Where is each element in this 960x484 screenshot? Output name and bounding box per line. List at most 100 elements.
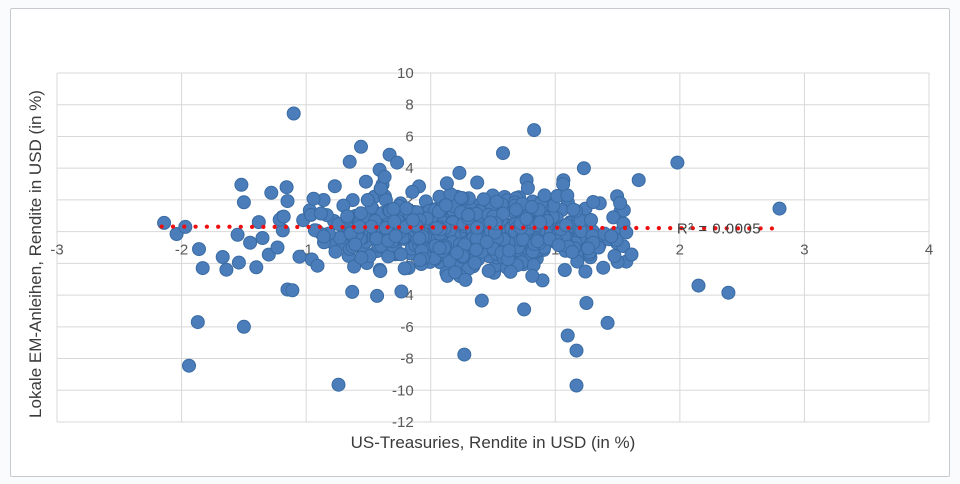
data-point (264, 185, 279, 200)
data-point (249, 260, 264, 275)
data-point (342, 154, 357, 169)
data-point (449, 245, 464, 260)
data-point (432, 241, 447, 255)
data-point (556, 177, 571, 192)
data-point (537, 188, 552, 203)
x-tick-label: 3 (800, 242, 808, 259)
data-point (586, 195, 601, 209)
data-point (467, 256, 482, 270)
data-point (236, 319, 251, 334)
data-point (255, 231, 270, 245)
trendline-group (159, 224, 780, 231)
data-point (412, 231, 427, 246)
data-point (328, 244, 343, 259)
data-point (439, 176, 454, 191)
data-point (354, 139, 368, 154)
data-point (606, 210, 621, 225)
y-tick-label: 6 (405, 128, 413, 145)
y-tick-label: -10 (392, 382, 414, 399)
x-tick-label: 2 (676, 242, 684, 259)
data-point (551, 238, 566, 253)
data-point (397, 261, 412, 276)
data-point (569, 378, 584, 393)
data-point (394, 247, 408, 262)
data-point (279, 180, 294, 195)
data-point (192, 242, 206, 257)
data-point (581, 241, 595, 256)
y-tick-label: -6 (400, 319, 413, 336)
data-point (772, 201, 787, 216)
data-point (377, 169, 392, 184)
data-point (509, 202, 524, 217)
data-point (474, 293, 489, 308)
x-tick-label: -2 (175, 242, 188, 259)
data-point (292, 249, 307, 264)
data-point (182, 358, 196, 373)
data-point (276, 209, 291, 224)
data-points (157, 106, 787, 393)
data-point (405, 213, 420, 228)
data-point (520, 181, 535, 195)
gridlines (56, 72, 930, 423)
data-point (619, 225, 634, 240)
data-point (519, 211, 534, 226)
y-tick-label: 10 (397, 65, 414, 82)
data-point (569, 343, 584, 358)
data-point (369, 231, 384, 246)
data-point (604, 229, 619, 244)
data-point (578, 264, 593, 279)
trendline (159, 224, 780, 231)
data-point (373, 181, 388, 196)
data-point (502, 243, 517, 258)
data-point (405, 184, 420, 199)
data-point (386, 202, 401, 216)
data-point (358, 174, 373, 189)
data-point (353, 206, 368, 221)
data-point (370, 288, 385, 303)
data-point (448, 265, 463, 280)
x-axis-title: US-Treasuries, Rendite in USD (in %) (350, 433, 636, 452)
data-point (286, 106, 301, 121)
data-point (576, 161, 591, 176)
data-point (457, 347, 472, 362)
data-point (439, 198, 453, 213)
data-point (631, 173, 646, 188)
data-point (461, 208, 476, 222)
data-point (454, 190, 468, 205)
data-point (413, 253, 427, 268)
data-point (399, 201, 414, 216)
data-point (613, 196, 628, 211)
y-tick-label: 2 (405, 192, 413, 209)
data-point (331, 377, 346, 392)
data-point (691, 278, 706, 293)
data-point (310, 258, 325, 273)
data-point (280, 194, 295, 209)
data-point (496, 146, 510, 161)
data-point (584, 213, 598, 227)
data-point (373, 264, 388, 279)
data-point (243, 235, 258, 250)
data-point (230, 227, 245, 242)
data-point (579, 296, 594, 310)
data-point (195, 261, 210, 276)
data-point (327, 179, 342, 194)
data-point (394, 284, 409, 299)
y-axis-title: Lokale EM-Anleihen, Rendite in USD (in %… (26, 90, 45, 418)
data-point (721, 285, 736, 300)
data-point (527, 123, 542, 138)
data-point (390, 155, 405, 170)
data-point (670, 155, 685, 170)
x-tick-label: 4 (925, 242, 933, 259)
data-point (479, 235, 494, 249)
data-point (354, 250, 369, 265)
data-point (470, 175, 485, 190)
data-point (360, 193, 375, 207)
data-point (596, 260, 611, 275)
data-point (469, 242, 484, 257)
data-point (231, 255, 246, 270)
data-point (388, 229, 403, 244)
data-point (517, 302, 532, 317)
data-point (524, 199, 539, 214)
